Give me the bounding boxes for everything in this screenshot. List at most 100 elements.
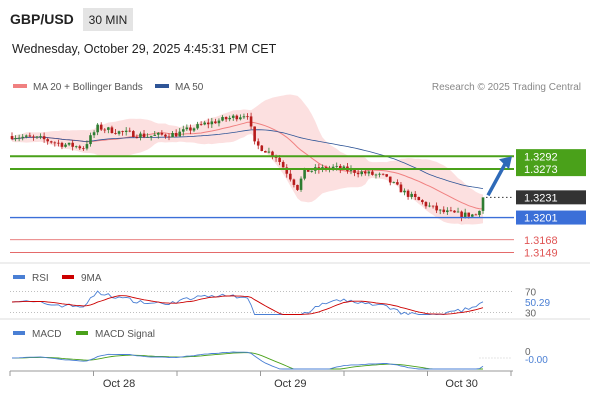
candle-body [35,136,39,138]
candle-body [14,138,17,140]
timeframe-label: 30 MIN [89,13,128,27]
candle-body [363,171,367,174]
candle-body [149,135,153,137]
candle-body [292,179,296,185]
legend-9ma-label: 9MA [81,273,102,284]
candle-body [178,131,182,137]
candle-body [463,212,467,218]
legend-ma20-label: MA 20 + Bollinger Bands [33,82,143,93]
candle-body [139,133,142,138]
rsi-tick-label: 70 [525,288,537,299]
candle-body [371,171,374,175]
candle-body [71,142,74,147]
candle-body [438,209,442,211]
level-label-current: 1.3231 [524,192,558,204]
candle-body [49,141,53,143]
candle-body [303,168,306,179]
x-tick-label: Oct 28 [103,378,135,390]
candle-body [342,166,346,170]
candle-body [60,142,64,147]
candle-body [92,132,96,136]
candle-body [210,121,214,125]
candle-body [224,117,228,120]
level-badge-resistance [516,162,586,177]
level-badge-resistance [516,149,586,164]
candle-body [310,170,314,172]
candle-body [249,116,253,127]
candle-body [231,115,235,118]
candle-body [256,141,260,146]
candle-body [64,144,67,147]
candle-body [406,190,410,197]
candle-body [367,171,371,174]
rsi-line [11,290,484,316]
candle-body [124,130,128,132]
level-label-resistance: 1.3273 [524,164,558,176]
candle-body [285,167,289,174]
candle-body [403,190,406,193]
candle-body [110,127,114,134]
candle-body [17,137,21,139]
candle-body [221,117,224,121]
trend-arrow-head [499,156,512,170]
candle-body [96,124,99,133]
candle-body [28,135,32,137]
candle-body [478,210,481,215]
candle-body [142,133,146,138]
candle-body [289,173,292,180]
candle-body [281,162,285,168]
legend-ma50-swatch [155,84,169,88]
candle-body [242,116,246,118]
candle-body [460,211,463,218]
candle-body [53,142,57,144]
candle-body [67,142,71,145]
candle-body [253,126,256,142]
candle-body [360,171,363,175]
candle-body [246,116,249,118]
candle-body [392,182,396,183]
candle-body [160,132,164,135]
candle-body [335,165,339,167]
candle-body [428,205,431,207]
level-label-pivot: 1.3201 [524,213,558,225]
candle-body [135,137,139,138]
candle-body [10,136,14,140]
timeframe-badge [83,8,133,31]
candle-body [446,210,449,213]
candle-body [381,173,385,175]
bollinger-band [12,94,483,225]
candle-body [396,182,399,185]
symbol-title: GBP/USD [10,11,74,27]
candle-body [107,127,110,130]
candle-body [331,166,335,169]
legend-macd-signal-swatch [76,331,88,335]
rsi-ma-line [11,295,484,315]
candle-body [474,214,478,216]
candle-body [278,157,281,163]
candle-body [185,127,189,130]
legend-ma50-label: MA 50 [175,82,204,93]
price-plot [10,94,485,225]
candle-body [471,214,474,217]
candle-body [299,178,303,190]
candle-body [78,146,82,149]
candle-body [132,131,135,138]
candle-body [417,197,421,201]
candle-body [103,129,107,131]
legend-ma20-swatch [13,84,27,88]
x-tick-label: Oct 30 [445,378,477,390]
candle-body [89,135,92,145]
candle-body [442,209,446,213]
candle-body [164,134,167,137]
candle-body [174,132,178,137]
candle-body [171,132,174,138]
candle-body [181,129,185,132]
macd-last-value: -0.00 [525,355,548,366]
copyright-label: Research © 2025 Trading Central [432,82,581,93]
candle-body [146,136,149,138]
macd-plot: 0-0.00 [11,347,548,370]
candle-body [424,202,428,207]
candle-body [42,136,46,140]
